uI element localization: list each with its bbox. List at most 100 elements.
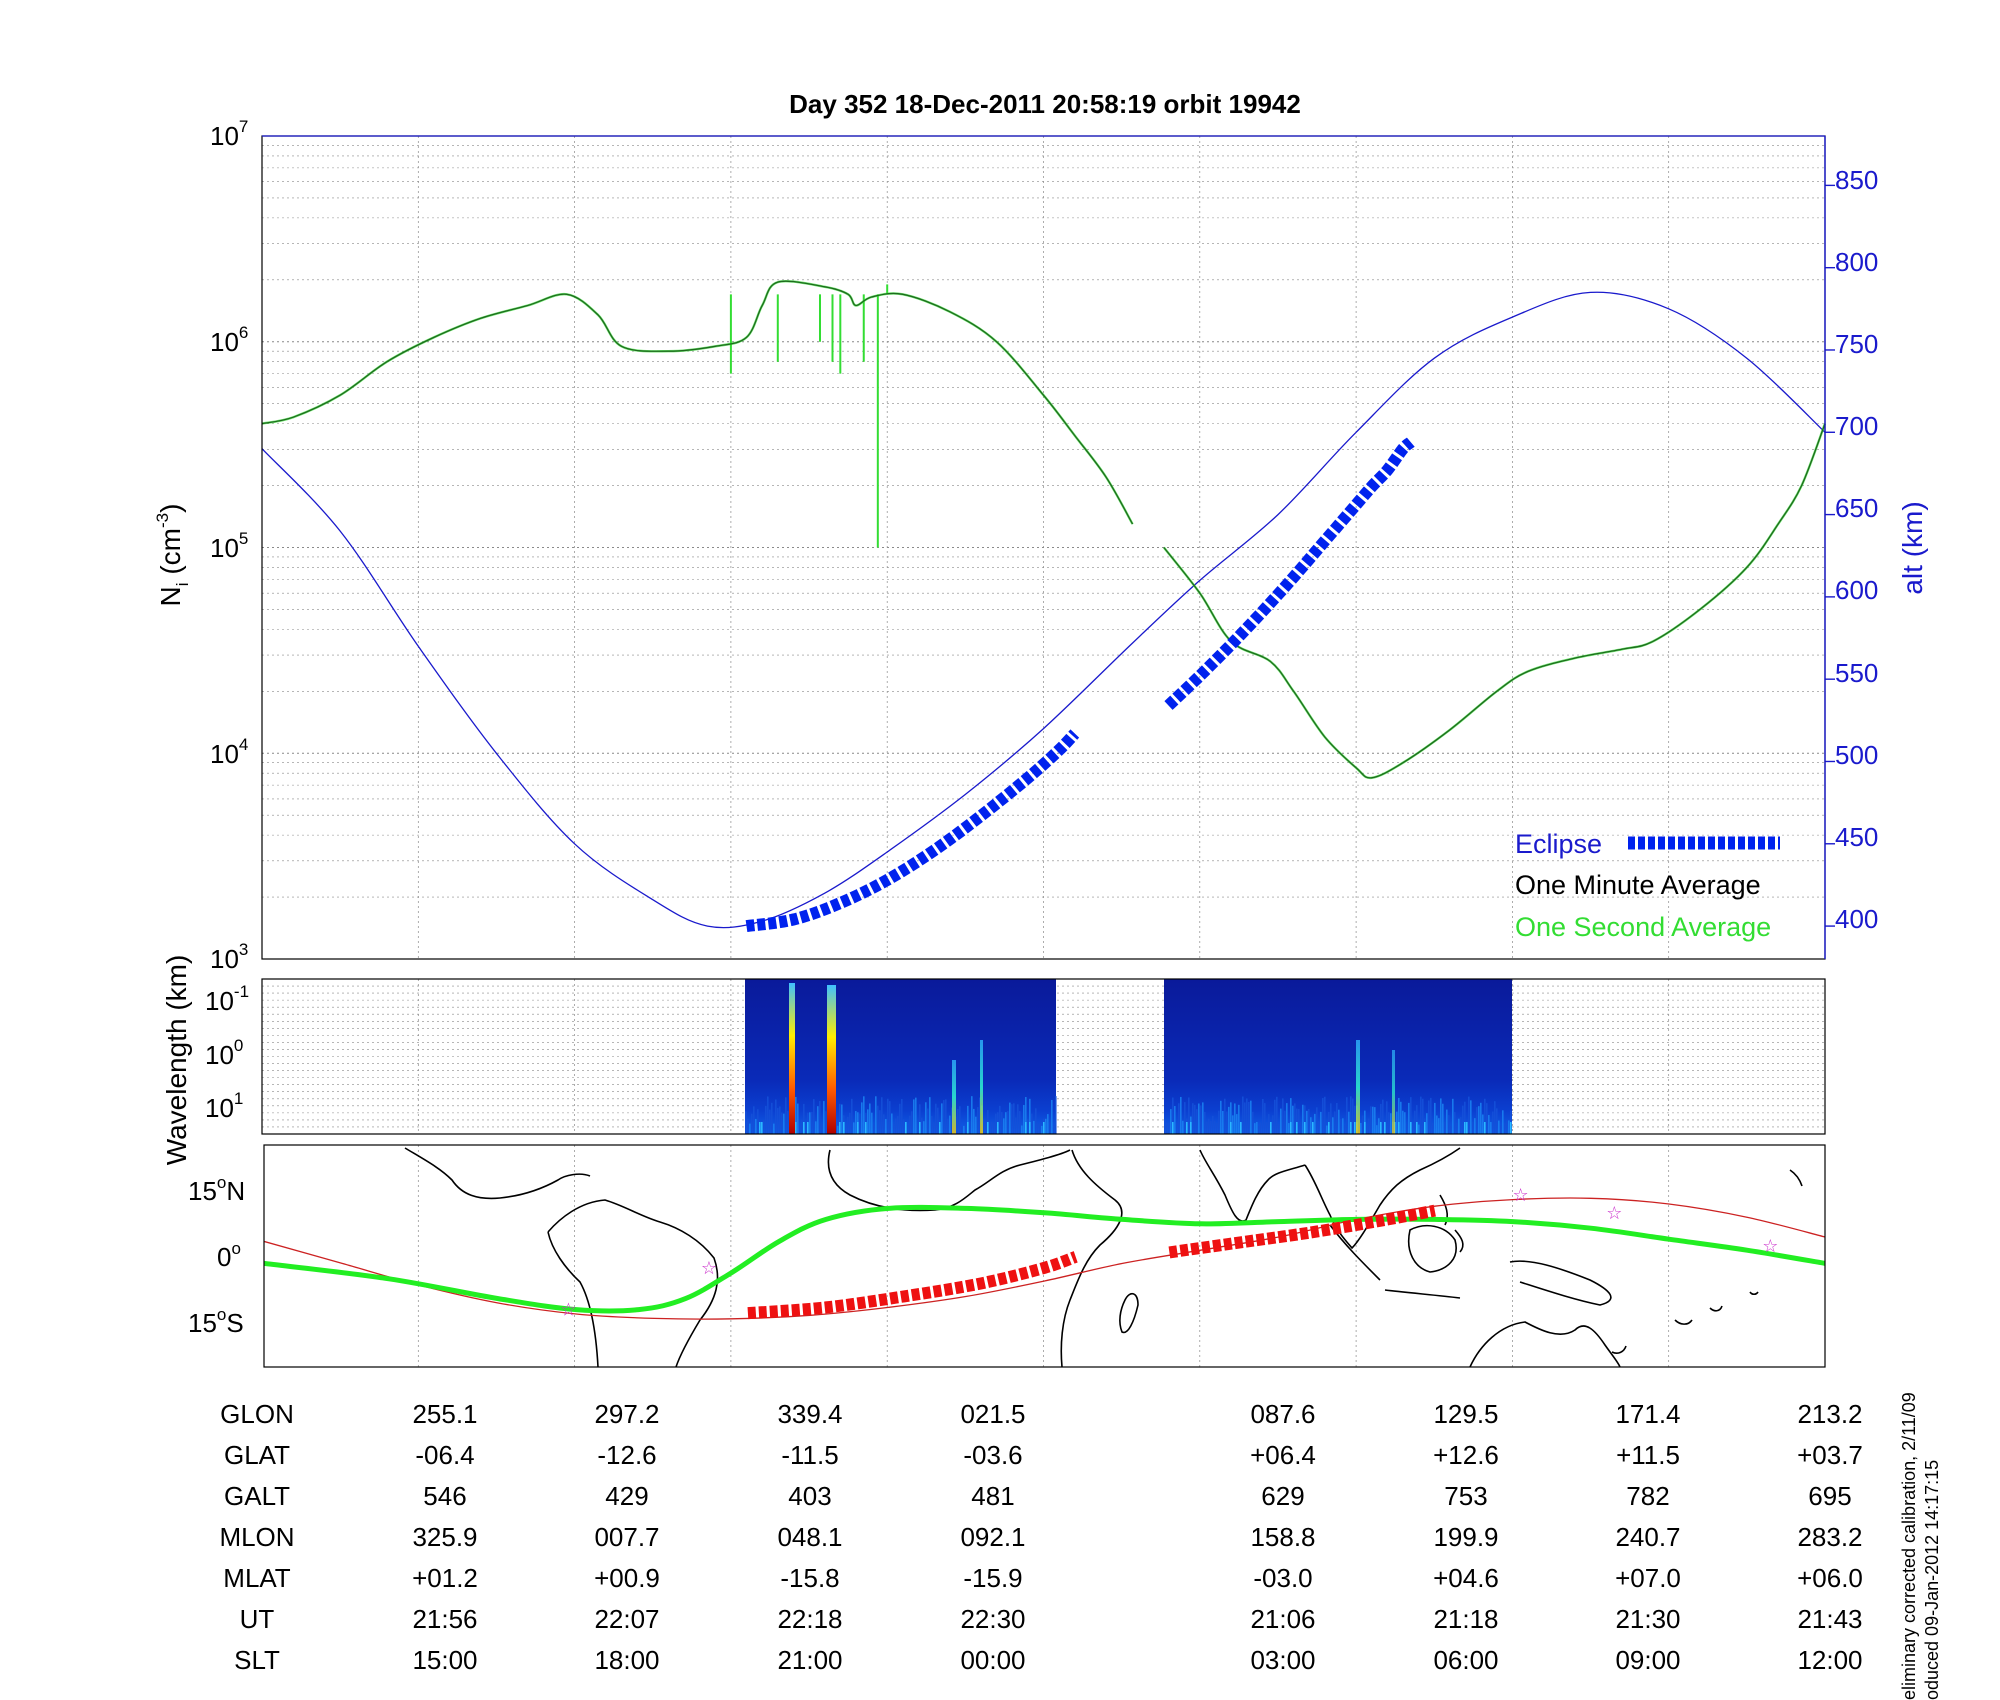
spectrogram-column xyxy=(797,1103,799,1134)
spectrogram-column xyxy=(1045,1118,1047,1134)
spectrogram-column xyxy=(1452,1098,1454,1134)
spectrogram-column xyxy=(771,1102,773,1134)
spectrogram-column xyxy=(1412,1123,1414,1134)
spectrogram-column xyxy=(1290,1122,1292,1134)
spectrogram-column xyxy=(1438,1118,1440,1134)
table-cell: -15.8 xyxy=(780,1563,839,1593)
table-cell: 129.5 xyxy=(1433,1399,1498,1429)
spectrogram-column xyxy=(971,1096,973,1134)
spectrogram-column xyxy=(745,1111,747,1134)
spectrogram-column xyxy=(1284,1110,1286,1134)
spectrogram-column xyxy=(983,1118,985,1134)
spectrogram-column xyxy=(1164,1119,1166,1134)
spectrogram-column xyxy=(921,1117,923,1134)
latitude-tick-label: 15oS xyxy=(188,1305,244,1338)
spectrogram-column xyxy=(1314,1113,1316,1134)
spectrogram-column xyxy=(933,1122,935,1134)
spectrogram-column xyxy=(947,1118,949,1134)
spectrogram-texture xyxy=(745,983,1512,1134)
coastline-australia xyxy=(1469,1321,1621,1367)
spectrogram-column xyxy=(929,1097,931,1134)
spectrogram-column xyxy=(1035,1108,1037,1134)
spectrogram-column xyxy=(805,1125,807,1134)
spectrogram-column xyxy=(839,1103,841,1134)
spectrogram-column xyxy=(889,1101,891,1134)
spectrogram-column xyxy=(1198,1103,1200,1134)
spectrogram-column xyxy=(1238,1104,1240,1134)
spectrogram-column xyxy=(1502,1110,1504,1134)
spectrogram-column xyxy=(847,1116,849,1134)
spectrogram-column xyxy=(1280,1108,1282,1134)
spectrogram-column xyxy=(1246,1098,1248,1134)
spectrogram-column xyxy=(869,1103,871,1134)
spectrogram-column xyxy=(1031,1113,1033,1134)
spectrogram-column xyxy=(1196,1109,1198,1134)
spectrogram-column xyxy=(747,1118,749,1134)
coastline-central-america xyxy=(404,1147,591,1200)
spectrogram-column xyxy=(1272,1115,1274,1134)
spectrogram-column xyxy=(887,1098,889,1134)
spectrogram-column xyxy=(1029,1122,1031,1134)
spectrogram-column xyxy=(781,1112,783,1134)
spectrogram-column xyxy=(1296,1108,1298,1134)
spectrogram-column xyxy=(941,1103,943,1134)
spectrogram-column xyxy=(1420,1096,1422,1134)
spectrogram-column xyxy=(945,1099,947,1134)
spectrogram-column xyxy=(925,1102,927,1134)
spectrogram-column xyxy=(1310,1117,1312,1134)
spectrogram-column xyxy=(1222,1110,1224,1134)
spectrogram-column xyxy=(1456,1122,1458,1134)
spectrogram-column xyxy=(937,1107,939,1134)
map-panel: ☆ ☆ ☆ ☆ ☆ 15oN 0o 15oS xyxy=(188,1144,1826,1368)
spectrogram-column xyxy=(1039,1123,1041,1134)
spectrogram-column xyxy=(1344,1125,1346,1134)
right-tick-label: 500 xyxy=(1835,740,1878,770)
spectrogram-column xyxy=(957,1108,959,1134)
spectrogram-column xyxy=(1302,1104,1304,1134)
spectrogram-column xyxy=(1370,1106,1372,1134)
table-cell: 546 xyxy=(423,1481,466,1511)
spectrogram-column xyxy=(1338,1109,1340,1134)
spectrogram-column xyxy=(913,1099,915,1134)
spectrogram-column xyxy=(1019,1111,1021,1134)
spectrogram-column xyxy=(1388,1112,1390,1134)
table-cell: 753 xyxy=(1444,1481,1487,1511)
spectrogram-column xyxy=(769,1109,771,1134)
spectrogram-column xyxy=(987,1122,989,1134)
spectrogram-column xyxy=(1350,1096,1352,1134)
spectrogram-column xyxy=(811,1111,813,1134)
spectrogram-column xyxy=(813,1099,815,1134)
table-cell: 12:00 xyxy=(1797,1645,1862,1675)
spectrogram-column xyxy=(1424,1122,1426,1134)
eclipse-segment xyxy=(1164,437,1415,710)
spectrogram-column xyxy=(1434,1102,1436,1134)
map-grid xyxy=(417,1145,1670,1367)
coastline-madagascar xyxy=(1119,1292,1139,1334)
spectrogram-column xyxy=(775,1099,777,1134)
spectrogram-column xyxy=(1027,1119,1029,1134)
spectrogram-column xyxy=(1254,1123,1256,1134)
table-cell: -03.6 xyxy=(963,1440,1022,1470)
spectrogram-column xyxy=(931,1115,933,1134)
spectrogram-column xyxy=(1416,1122,1418,1134)
spectrogram-column xyxy=(995,1113,997,1134)
spectrogram-column xyxy=(1182,1120,1184,1134)
star-marker: ☆ xyxy=(1513,1185,1529,1206)
spectrogram-column xyxy=(1492,1111,1494,1134)
spectrogram-column xyxy=(765,1105,767,1134)
right-axis-label: alt (km) xyxy=(1897,501,1928,594)
spectrogram-column xyxy=(907,1125,909,1134)
coastline-africa xyxy=(827,1149,1123,1367)
spectrogram-column xyxy=(1278,1123,1280,1134)
spectrogram-column xyxy=(1316,1107,1318,1134)
left-tick-label: 105 xyxy=(210,529,248,563)
spectrogram-column xyxy=(1174,1106,1176,1134)
spectrogram-column xyxy=(1011,1104,1013,1134)
spectrogram-column xyxy=(839,1122,841,1134)
spectrogram-column xyxy=(1033,1120,1035,1134)
spectrogram-column xyxy=(927,1108,929,1134)
right-tick-label: 800 xyxy=(1835,247,1878,277)
spectrogram-column xyxy=(1330,1103,1332,1134)
table-cell: 782 xyxy=(1626,1481,1669,1511)
table-cell: +01.2 xyxy=(412,1563,478,1593)
